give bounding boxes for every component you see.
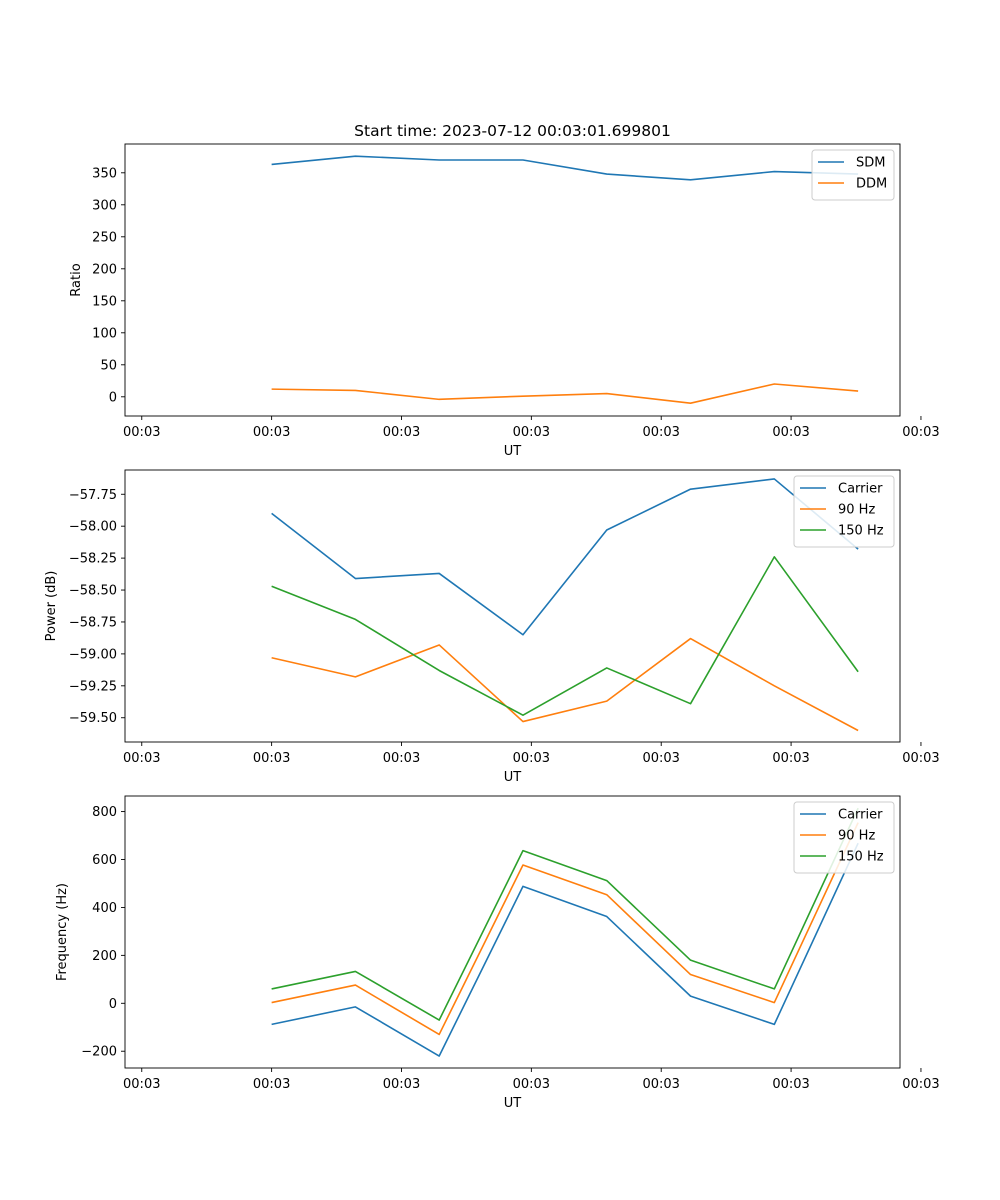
plot-frame <box>124 469 901 743</box>
y-tick-label: 350 <box>92 166 117 181</box>
legend-label: Carrier <box>838 482 883 497</box>
x-tick-label: 00:03 <box>383 425 420 440</box>
x-tick-label: 00:03 <box>642 751 679 766</box>
series-line-carrier <box>271 478 859 636</box>
chart-panel-3: 00:03 00:03 00:03 00:03 00:03 00:03 00:03 −200 0… <box>55 795 940 1111</box>
legend-label: DDM <box>856 177 887 192</box>
chart-panel-2: 00:03 00:03 00:03 00:03 00:03 00:03 00:03 −59.5… <box>44 469 940 785</box>
x-axis-label: UT <box>504 1096 522 1111</box>
plot-frame <box>124 795 901 1069</box>
legend-label: 90 Hz <box>838 503 875 518</box>
y-tick-label: 400 <box>92 901 117 916</box>
y-tick-label: −58.75 <box>69 615 117 630</box>
x-axis-label: UT <box>504 444 522 459</box>
series-line-sdm <box>271 155 859 181</box>
y-axis-label: Ratio <box>69 263 84 296</box>
x-tick-label: 00:03 <box>123 1077 160 1092</box>
x-tick-label: 00:03 <box>123 751 160 766</box>
y-tick-label: −59.00 <box>69 647 117 662</box>
legend-label: SDM <box>856 156 885 171</box>
y-tick-label: −59.25 <box>69 679 117 694</box>
y-tick-label: −58.50 <box>69 584 117 599</box>
x-tick-label: 00:03 <box>513 1077 550 1092</box>
panels-container: 00:03 00:03 00:03 00:03 00:03 00:03 00:03 0 50 10… <box>44 143 940 1111</box>
legend: Carrier 90 Hz 150 Hz <box>793 801 895 874</box>
x-tick-label: 00:03 <box>253 1077 290 1092</box>
y-axis-label: Frequency (Hz) <box>55 883 70 981</box>
x-tick-label: 00:03 <box>902 751 939 766</box>
series-line-ddm <box>271 383 859 405</box>
x-tick-label: 00:03 <box>902 1077 939 1092</box>
chart-panel-1: 00:03 00:03 00:03 00:03 00:03 00:03 00:03 0 50 10… <box>69 143 940 459</box>
x-tick-label: 00:03 <box>513 425 550 440</box>
y-tick-label: −58.00 <box>69 520 117 535</box>
series-line-carrier <box>271 842 859 1057</box>
y-tick-label: −59.50 <box>69 711 117 726</box>
legend-label: Carrier <box>838 808 883 823</box>
series-line-90-hz <box>271 637 859 732</box>
x-tick-label: 00:03 <box>902 425 939 440</box>
y-tick-label: 0 <box>109 997 117 1012</box>
x-tick-label: 00:03 <box>772 1077 809 1092</box>
x-tick-label: 00:03 <box>383 751 420 766</box>
x-tick-label: 00:03 <box>642 1077 679 1092</box>
plot-frame <box>124 143 901 417</box>
x-tick-label: 00:03 <box>383 1077 420 1092</box>
x-tick-label: 00:03 <box>253 751 290 766</box>
x-axis-label: UT <box>504 770 522 785</box>
legend-label: 90 Hz <box>838 829 875 844</box>
y-tick-label: 250 <box>92 230 117 245</box>
series-line-90-hz <box>271 822 859 1036</box>
x-tick-label: 00:03 <box>123 425 160 440</box>
y-tick-label: 600 <box>92 853 117 868</box>
legend: Carrier 90 Hz 150 Hz <box>793 475 895 548</box>
series-line-150-hz <box>271 556 859 716</box>
y-tick-label: −58.25 <box>69 552 117 567</box>
y-tick-label: 150 <box>92 294 117 309</box>
y-tick-label: −57.75 <box>69 488 117 503</box>
x-tick-label: 00:03 <box>642 425 679 440</box>
y-tick-label: −200 <box>81 1045 117 1060</box>
legend: SDM DDM <box>811 149 895 201</box>
x-tick-label: 00:03 <box>513 751 550 766</box>
series-line-150-hz <box>271 807 859 1021</box>
y-tick-label: 0 <box>109 390 117 405</box>
y-tick-label: 200 <box>92 262 117 277</box>
y-axis-label: Power (dB) <box>44 571 59 642</box>
x-tick-label: 00:03 <box>253 425 290 440</box>
y-tick-label: 800 <box>92 805 117 820</box>
y-tick-label: 200 <box>92 949 117 964</box>
y-tick-label: 50 <box>100 358 117 373</box>
y-tick-label: 100 <box>92 326 117 341</box>
legend-label: 150 Hz <box>838 524 884 539</box>
x-tick-label: 00:03 <box>772 425 809 440</box>
chart-title: Start time: 2023-07-12 00:03:01.699801 <box>354 122 671 140</box>
x-tick-label: 00:03 <box>772 751 809 766</box>
legend-label: 150 Hz <box>838 850 884 865</box>
y-tick-label: 300 <box>92 198 117 213</box>
